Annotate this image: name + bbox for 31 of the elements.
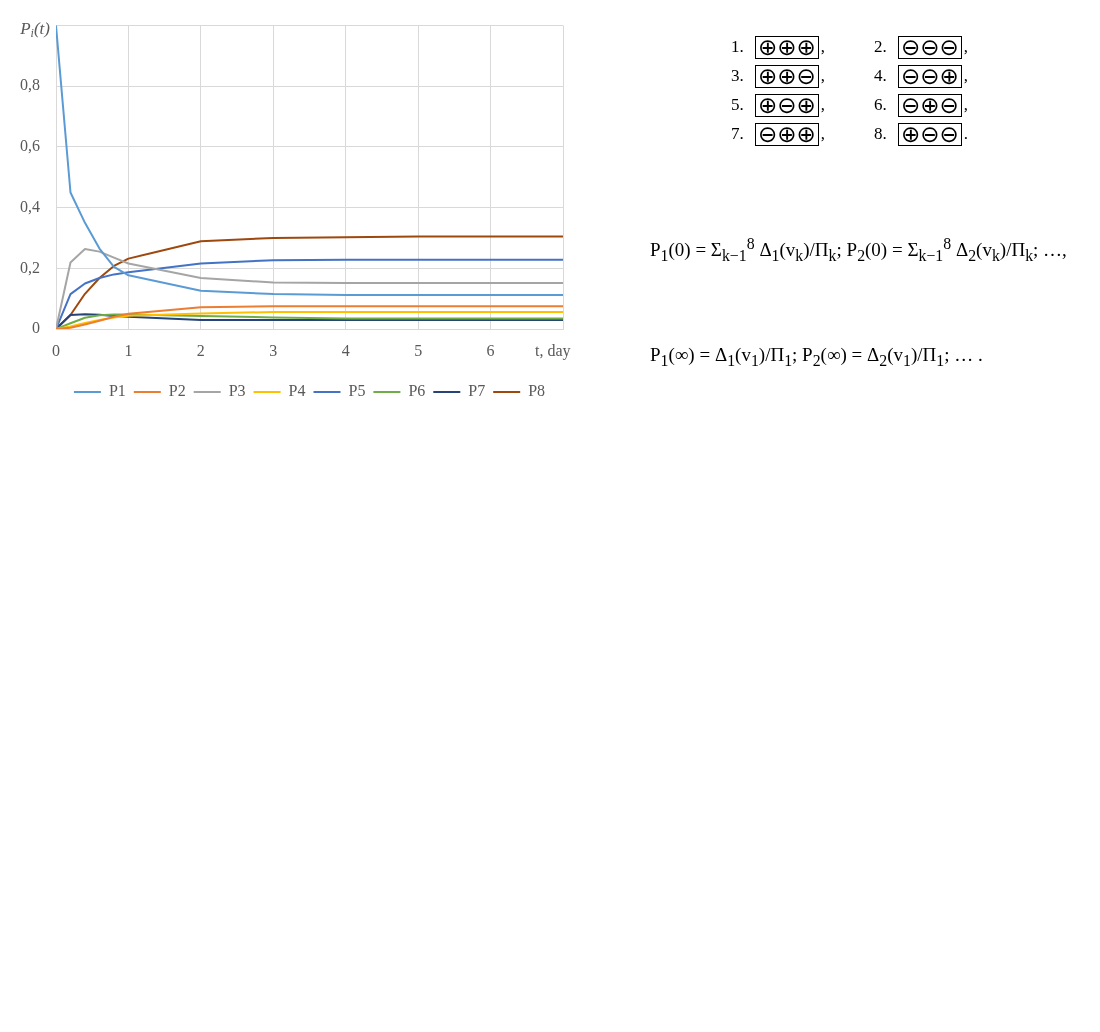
text: 6. ⊖⊕⊖, bbox=[874, 91, 969, 118]
text: 4. ⊖⊖⊕, bbox=[874, 62, 969, 89]
legend-label: P3 bbox=[228, 382, 246, 400]
text: P$_{1}$(0) = Σ$_{k−1}$$^{8}$ Δ$_{1}$(v$_{k}$)/Π$_{k}$; P$_{2}$(0) = Σ$_{k−1}$$^{8}$ Δ$_{2}$(v$_{k}$)/Π$_{k}$; …, bbox=[650, 234, 1067, 265]
legend-label: P1 bbox=[108, 382, 126, 400]
legend-label: P6 bbox=[408, 382, 426, 400]
text: P$_{1}$(∞) = Δ$_{1}$(v$_{1}$)/Π$_{1}$; P$_{2}$(∞) = Δ$_{2}$(v$_{1}$)/Π$_{1}$; … . bbox=[650, 344, 983, 369]
text: 7. ⊖⊕⊕, bbox=[731, 120, 826, 147]
legend-label: P2 bbox=[168, 382, 186, 400]
x-tick-label: 0 bbox=[52, 341, 60, 359]
legend-label: P8 bbox=[528, 382, 546, 400]
text: 3. ⊕⊕⊖, bbox=[731, 62, 826, 89]
y-tick-label: 0,4 bbox=[20, 197, 40, 215]
x-tick-label: 1 bbox=[124, 341, 133, 359]
text: 8. ⊕⊖⊖. bbox=[874, 120, 969, 147]
x-tick-label: 3 bbox=[269, 341, 278, 359]
legend-label: P5 bbox=[348, 382, 366, 400]
x-tick-label: 6 bbox=[486, 341, 495, 359]
x-axis-title: t, day bbox=[535, 342, 571, 360]
y-tick-label: 0,2 bbox=[20, 258, 40, 276]
legend-label: P4 bbox=[288, 382, 306, 400]
text: 5. ⊕⊖⊕, bbox=[731, 91, 826, 118]
x-tick-label: 2 bbox=[196, 341, 205, 359]
y-tick-label: 0 bbox=[32, 319, 40, 337]
x-tick-label: 4 bbox=[341, 341, 350, 359]
legend-label: P7 bbox=[468, 382, 486, 400]
text: 1. ⊕⊕⊕, bbox=[731, 33, 826, 60]
x-tick-label: 5 bbox=[414, 341, 423, 359]
y-tick-label: 0,8 bbox=[20, 76, 40, 94]
y-tick-label: 0,6 bbox=[20, 137, 40, 155]
text: 2. ⊖⊖⊖, bbox=[874, 33, 969, 60]
